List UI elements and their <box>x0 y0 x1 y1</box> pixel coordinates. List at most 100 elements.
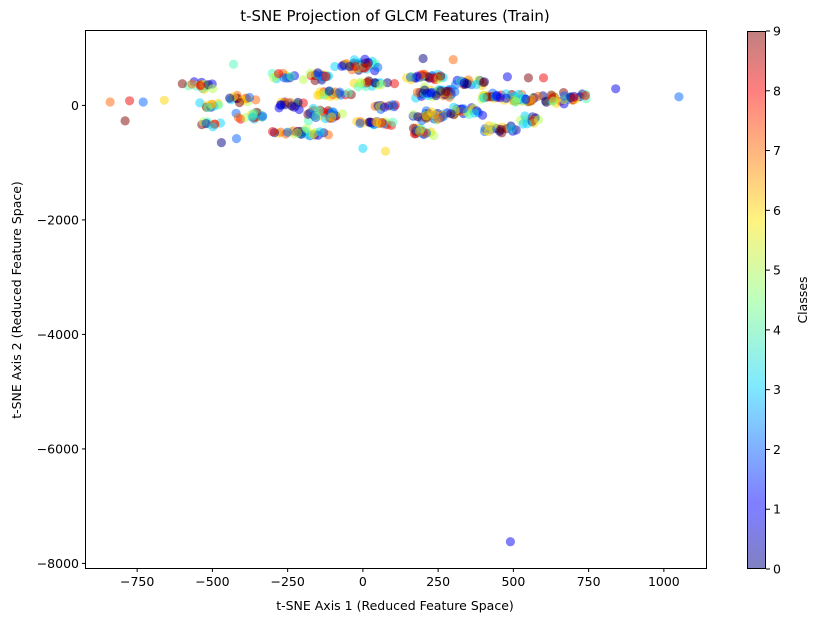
scatter-point <box>533 91 543 101</box>
scatter-point <box>380 146 391 156</box>
scatter-point <box>502 72 512 82</box>
scatter-point <box>510 96 520 106</box>
colorbar: 0 1 2 3 4 5 6 7 8 9 Classes <box>747 24 810 577</box>
colorbar-tick-label: 1 <box>773 502 781 517</box>
scatter-point <box>208 84 218 94</box>
scatter-point <box>350 61 360 71</box>
scatter-point <box>177 79 187 89</box>
scatter-point <box>282 127 293 137</box>
scatter-point <box>258 111 268 121</box>
scatter-point <box>234 98 245 108</box>
x-axis-ticks: −750 −500 −250 0 250 500 750 1000 <box>120 568 680 589</box>
scatter-point <box>335 87 345 97</box>
scatter-point <box>388 100 398 110</box>
y-tick-label: −8000 <box>37 556 79 571</box>
scatter-point <box>478 93 488 103</box>
scatter-point <box>358 143 368 153</box>
scatter-point <box>580 91 590 101</box>
scatter-point <box>388 117 398 127</box>
colorbar-tick-label: 8 <box>773 83 781 98</box>
y-tick-label: −4000 <box>37 327 79 342</box>
scatter-point <box>159 95 169 105</box>
scatter-point <box>389 79 400 89</box>
scatter-points <box>105 53 684 547</box>
colorbar-tick-label: 4 <box>773 322 781 337</box>
scatter-point <box>429 131 439 141</box>
colorbar-gradient <box>747 31 766 569</box>
scatter-point <box>448 55 458 65</box>
x-tick-label: 750 <box>577 574 601 589</box>
scatter-point <box>320 71 331 82</box>
colorbar-tick-label: 7 <box>773 143 781 158</box>
colorbar-frame <box>747 31 766 569</box>
x-tick-label: 500 <box>501 574 525 589</box>
x-tick-label: 0 <box>359 574 367 589</box>
scatter-point <box>228 59 239 69</box>
scatter-point <box>330 61 340 72</box>
scatter-point <box>471 79 481 90</box>
scatter-point <box>362 77 373 88</box>
scatter-point <box>337 109 347 119</box>
scatter-point <box>478 77 488 88</box>
scatter-point <box>315 87 325 97</box>
scatter-point <box>208 122 218 132</box>
colorbar-tick-label: 0 <box>773 562 781 577</box>
scatter-point <box>521 94 531 104</box>
scatter-point <box>436 71 446 81</box>
scatter-point <box>355 118 365 128</box>
scatter-point <box>405 72 416 82</box>
scatter-point <box>611 84 621 94</box>
scatter-point <box>343 88 353 98</box>
scatter-point <box>470 108 480 118</box>
y-tick-label: 0 <box>71 98 79 113</box>
colorbar-tick-label: 3 <box>773 382 781 397</box>
scatter-point <box>372 117 382 127</box>
scatter-point <box>420 85 430 95</box>
scatter-point <box>315 127 325 137</box>
scatter-point <box>120 116 130 126</box>
scatter-point <box>125 96 135 106</box>
scatter-point <box>523 73 534 83</box>
scatter-point <box>305 68 316 78</box>
scatter-point <box>418 53 428 64</box>
scatter-point <box>187 79 197 89</box>
scatter-point <box>360 54 370 64</box>
scatter-point <box>484 121 494 131</box>
scatter-point <box>337 61 347 71</box>
scatter-point <box>505 537 515 547</box>
scatter-point <box>314 106 324 116</box>
x-tick-label: −750 <box>120 574 154 589</box>
scatter-point <box>320 114 331 124</box>
colorbar-tick-label: 2 <box>773 442 781 457</box>
colorbar-tick-label: 9 <box>773 24 781 39</box>
scatter-point <box>459 104 469 114</box>
scatter-point <box>289 102 299 112</box>
y-axis-label: t-SNE Axis 2 (Reduced Feature Space) <box>9 181 24 419</box>
scatter-point <box>520 111 530 121</box>
scatter-point <box>286 71 296 81</box>
x-tick-label: 250 <box>426 574 450 589</box>
scatter-point <box>522 119 532 129</box>
x-tick-label: 1000 <box>648 574 680 589</box>
scatter-point <box>462 79 472 89</box>
y-tick-label: −6000 <box>37 441 79 456</box>
scatter-point <box>195 81 205 91</box>
scatter-point <box>274 103 284 113</box>
scatter-point <box>324 86 334 96</box>
scatter-point <box>450 87 460 97</box>
y-tick-label: −2000 <box>37 212 79 227</box>
scatter-point <box>138 97 148 107</box>
x-tick-label: −250 <box>270 574 304 589</box>
y-axis-ticks: −8000 −6000 −4000 −2000 0 <box>37 98 86 571</box>
scatter-point <box>274 69 284 79</box>
scatter-point <box>674 92 684 102</box>
scatter-point <box>233 112 243 123</box>
scatter-point <box>216 138 226 148</box>
colorbar-tick-label: 5 <box>773 263 781 278</box>
scatter-point <box>496 124 506 135</box>
scatter-point <box>429 73 439 83</box>
scatter-point <box>446 109 456 119</box>
scatter-point <box>569 93 579 103</box>
scatter-point <box>492 90 502 100</box>
x-tick-label: −500 <box>195 574 229 589</box>
